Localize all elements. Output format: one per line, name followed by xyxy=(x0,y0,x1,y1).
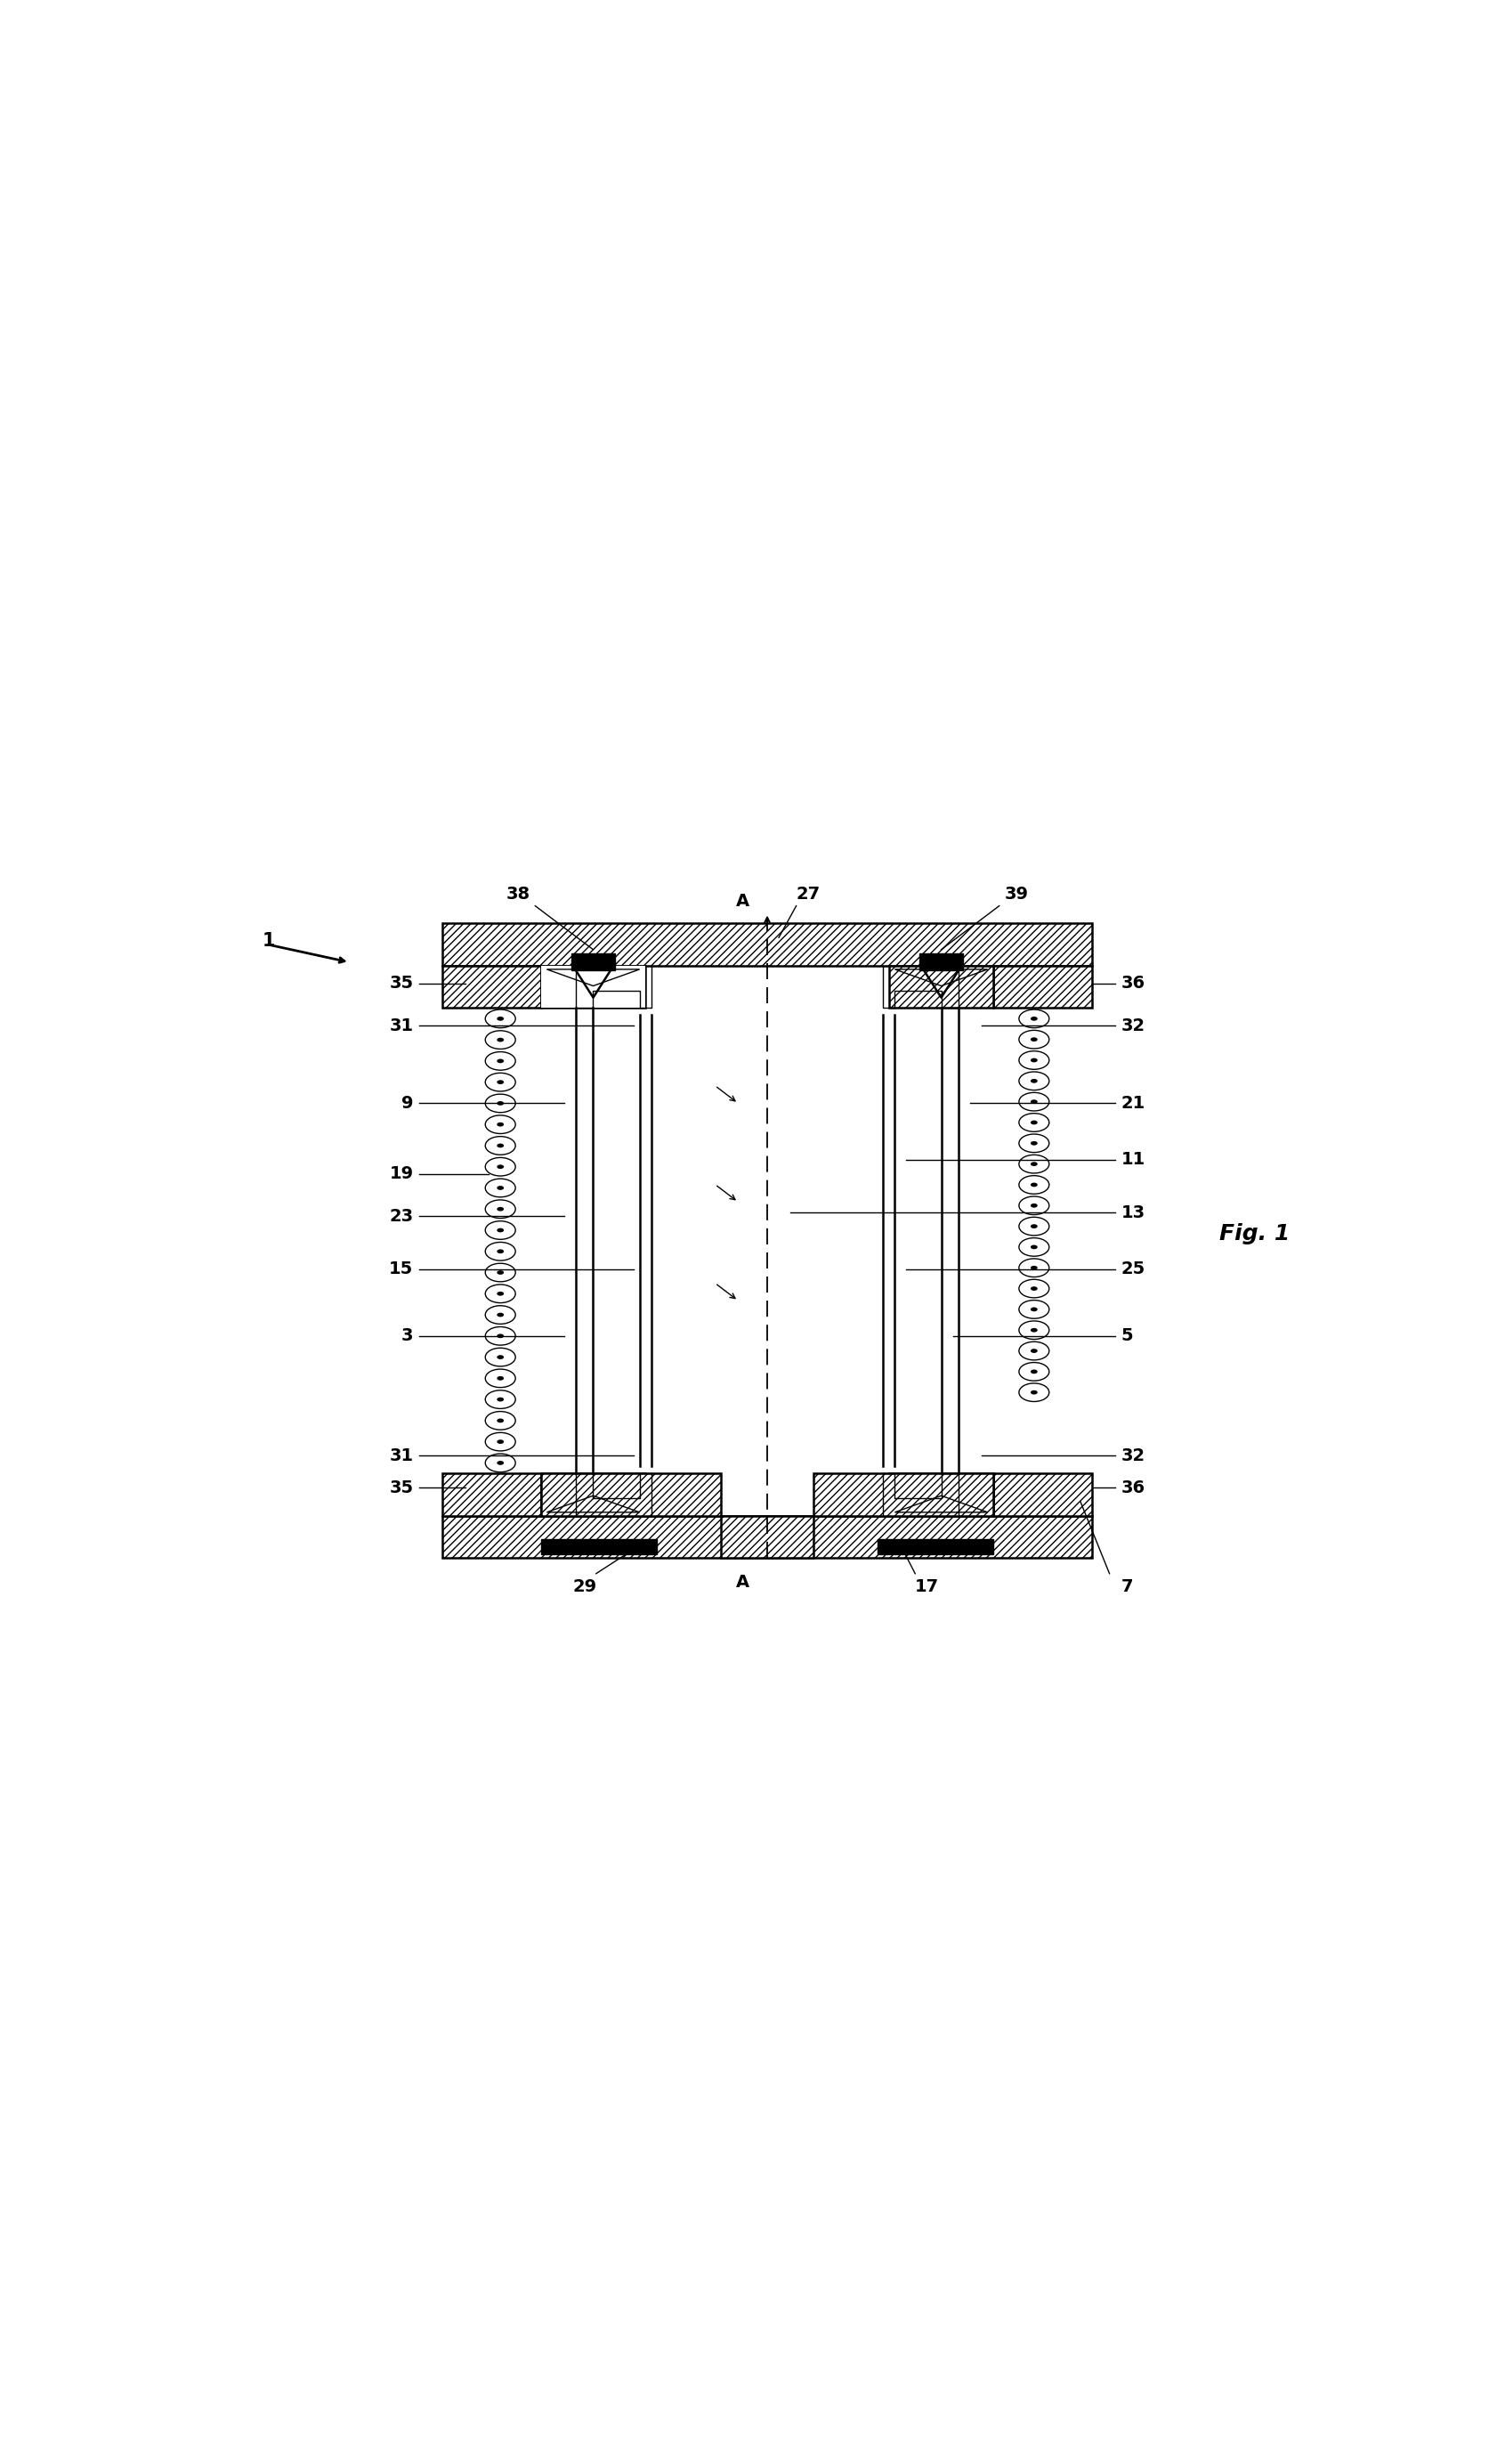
Text: 19: 19 xyxy=(389,1165,413,1183)
Circle shape xyxy=(1030,1121,1037,1124)
Circle shape xyxy=(497,1355,504,1360)
Circle shape xyxy=(497,1101,504,1106)
Text: A: A xyxy=(737,1574,750,1592)
Circle shape xyxy=(497,1185,504,1190)
Bar xyxy=(443,966,540,1008)
Bar xyxy=(994,966,1091,1008)
Text: 21: 21 xyxy=(1121,1094,1145,1111)
Circle shape xyxy=(1030,1308,1037,1311)
Text: 31: 31 xyxy=(389,1446,413,1464)
Circle shape xyxy=(1030,1037,1037,1042)
Circle shape xyxy=(497,1227,504,1232)
Circle shape xyxy=(1030,1225,1037,1230)
Text: 9: 9 xyxy=(401,1094,413,1111)
Circle shape xyxy=(1030,1141,1037,1146)
Circle shape xyxy=(497,1018,504,1020)
Text: A: A xyxy=(737,892,750,909)
Text: 1: 1 xyxy=(262,931,275,951)
Text: 36: 36 xyxy=(1121,1478,1145,1496)
Circle shape xyxy=(497,1207,504,1212)
Text: 7: 7 xyxy=(1121,1577,1133,1594)
Text: 15: 15 xyxy=(389,1262,413,1276)
Bar xyxy=(540,1473,645,1515)
Text: 11: 11 xyxy=(1121,1151,1145,1168)
Circle shape xyxy=(1030,1099,1037,1104)
Bar xyxy=(814,1473,994,1515)
Circle shape xyxy=(1030,1266,1037,1269)
Bar xyxy=(994,1473,1091,1515)
Text: 31: 31 xyxy=(389,1018,413,1035)
Circle shape xyxy=(1030,1163,1037,1165)
Text: 13: 13 xyxy=(1121,1205,1145,1222)
Text: 17: 17 xyxy=(915,1577,939,1594)
Text: 3: 3 xyxy=(401,1328,413,1345)
Circle shape xyxy=(1030,1390,1037,1395)
Text: 36: 36 xyxy=(1121,976,1145,993)
Circle shape xyxy=(1030,1057,1037,1062)
Bar xyxy=(540,966,645,1008)
Circle shape xyxy=(1030,1328,1037,1333)
Bar xyxy=(722,1515,814,1557)
Circle shape xyxy=(497,1143,504,1148)
Bar xyxy=(443,1473,540,1515)
Circle shape xyxy=(1030,1370,1037,1375)
Text: 23: 23 xyxy=(389,1207,413,1225)
Circle shape xyxy=(1030,1348,1037,1353)
Text: 38: 38 xyxy=(506,885,530,902)
Bar xyxy=(919,954,963,971)
Circle shape xyxy=(497,1397,504,1402)
Text: 39: 39 xyxy=(1004,885,1028,902)
Bar xyxy=(540,1473,722,1515)
Circle shape xyxy=(1030,1018,1037,1020)
Text: 32: 32 xyxy=(1121,1018,1145,1035)
Circle shape xyxy=(497,1037,504,1042)
Bar xyxy=(443,924,1091,966)
Circle shape xyxy=(1030,1202,1037,1207)
Circle shape xyxy=(497,1333,504,1338)
Circle shape xyxy=(497,1377,504,1380)
Circle shape xyxy=(497,1271,504,1274)
Text: Fig. 1: Fig. 1 xyxy=(1219,1222,1290,1244)
Circle shape xyxy=(497,1165,504,1168)
Circle shape xyxy=(1030,1286,1037,1291)
Circle shape xyxy=(497,1461,504,1466)
Bar xyxy=(889,966,994,1008)
Circle shape xyxy=(497,1249,504,1254)
Circle shape xyxy=(497,1079,504,1084)
Text: 5: 5 xyxy=(1121,1328,1133,1345)
Circle shape xyxy=(497,1291,504,1296)
Text: 29: 29 xyxy=(572,1577,597,1594)
Circle shape xyxy=(1030,1079,1037,1084)
Circle shape xyxy=(497,1313,504,1316)
Bar xyxy=(877,1540,994,1555)
Bar xyxy=(889,1473,994,1515)
Bar xyxy=(443,1515,1091,1557)
Circle shape xyxy=(497,1060,504,1062)
Bar xyxy=(540,1540,657,1555)
Circle shape xyxy=(497,1419,504,1422)
Circle shape xyxy=(1030,1244,1037,1249)
Text: 35: 35 xyxy=(389,976,413,993)
Bar xyxy=(540,966,645,1008)
Text: 35: 35 xyxy=(389,1478,413,1496)
Text: 32: 32 xyxy=(1121,1446,1145,1464)
Circle shape xyxy=(497,1439,504,1444)
Bar xyxy=(572,954,615,971)
Text: 25: 25 xyxy=(1121,1262,1145,1276)
Circle shape xyxy=(497,1121,504,1126)
Text: 27: 27 xyxy=(796,885,820,902)
Circle shape xyxy=(1030,1183,1037,1188)
